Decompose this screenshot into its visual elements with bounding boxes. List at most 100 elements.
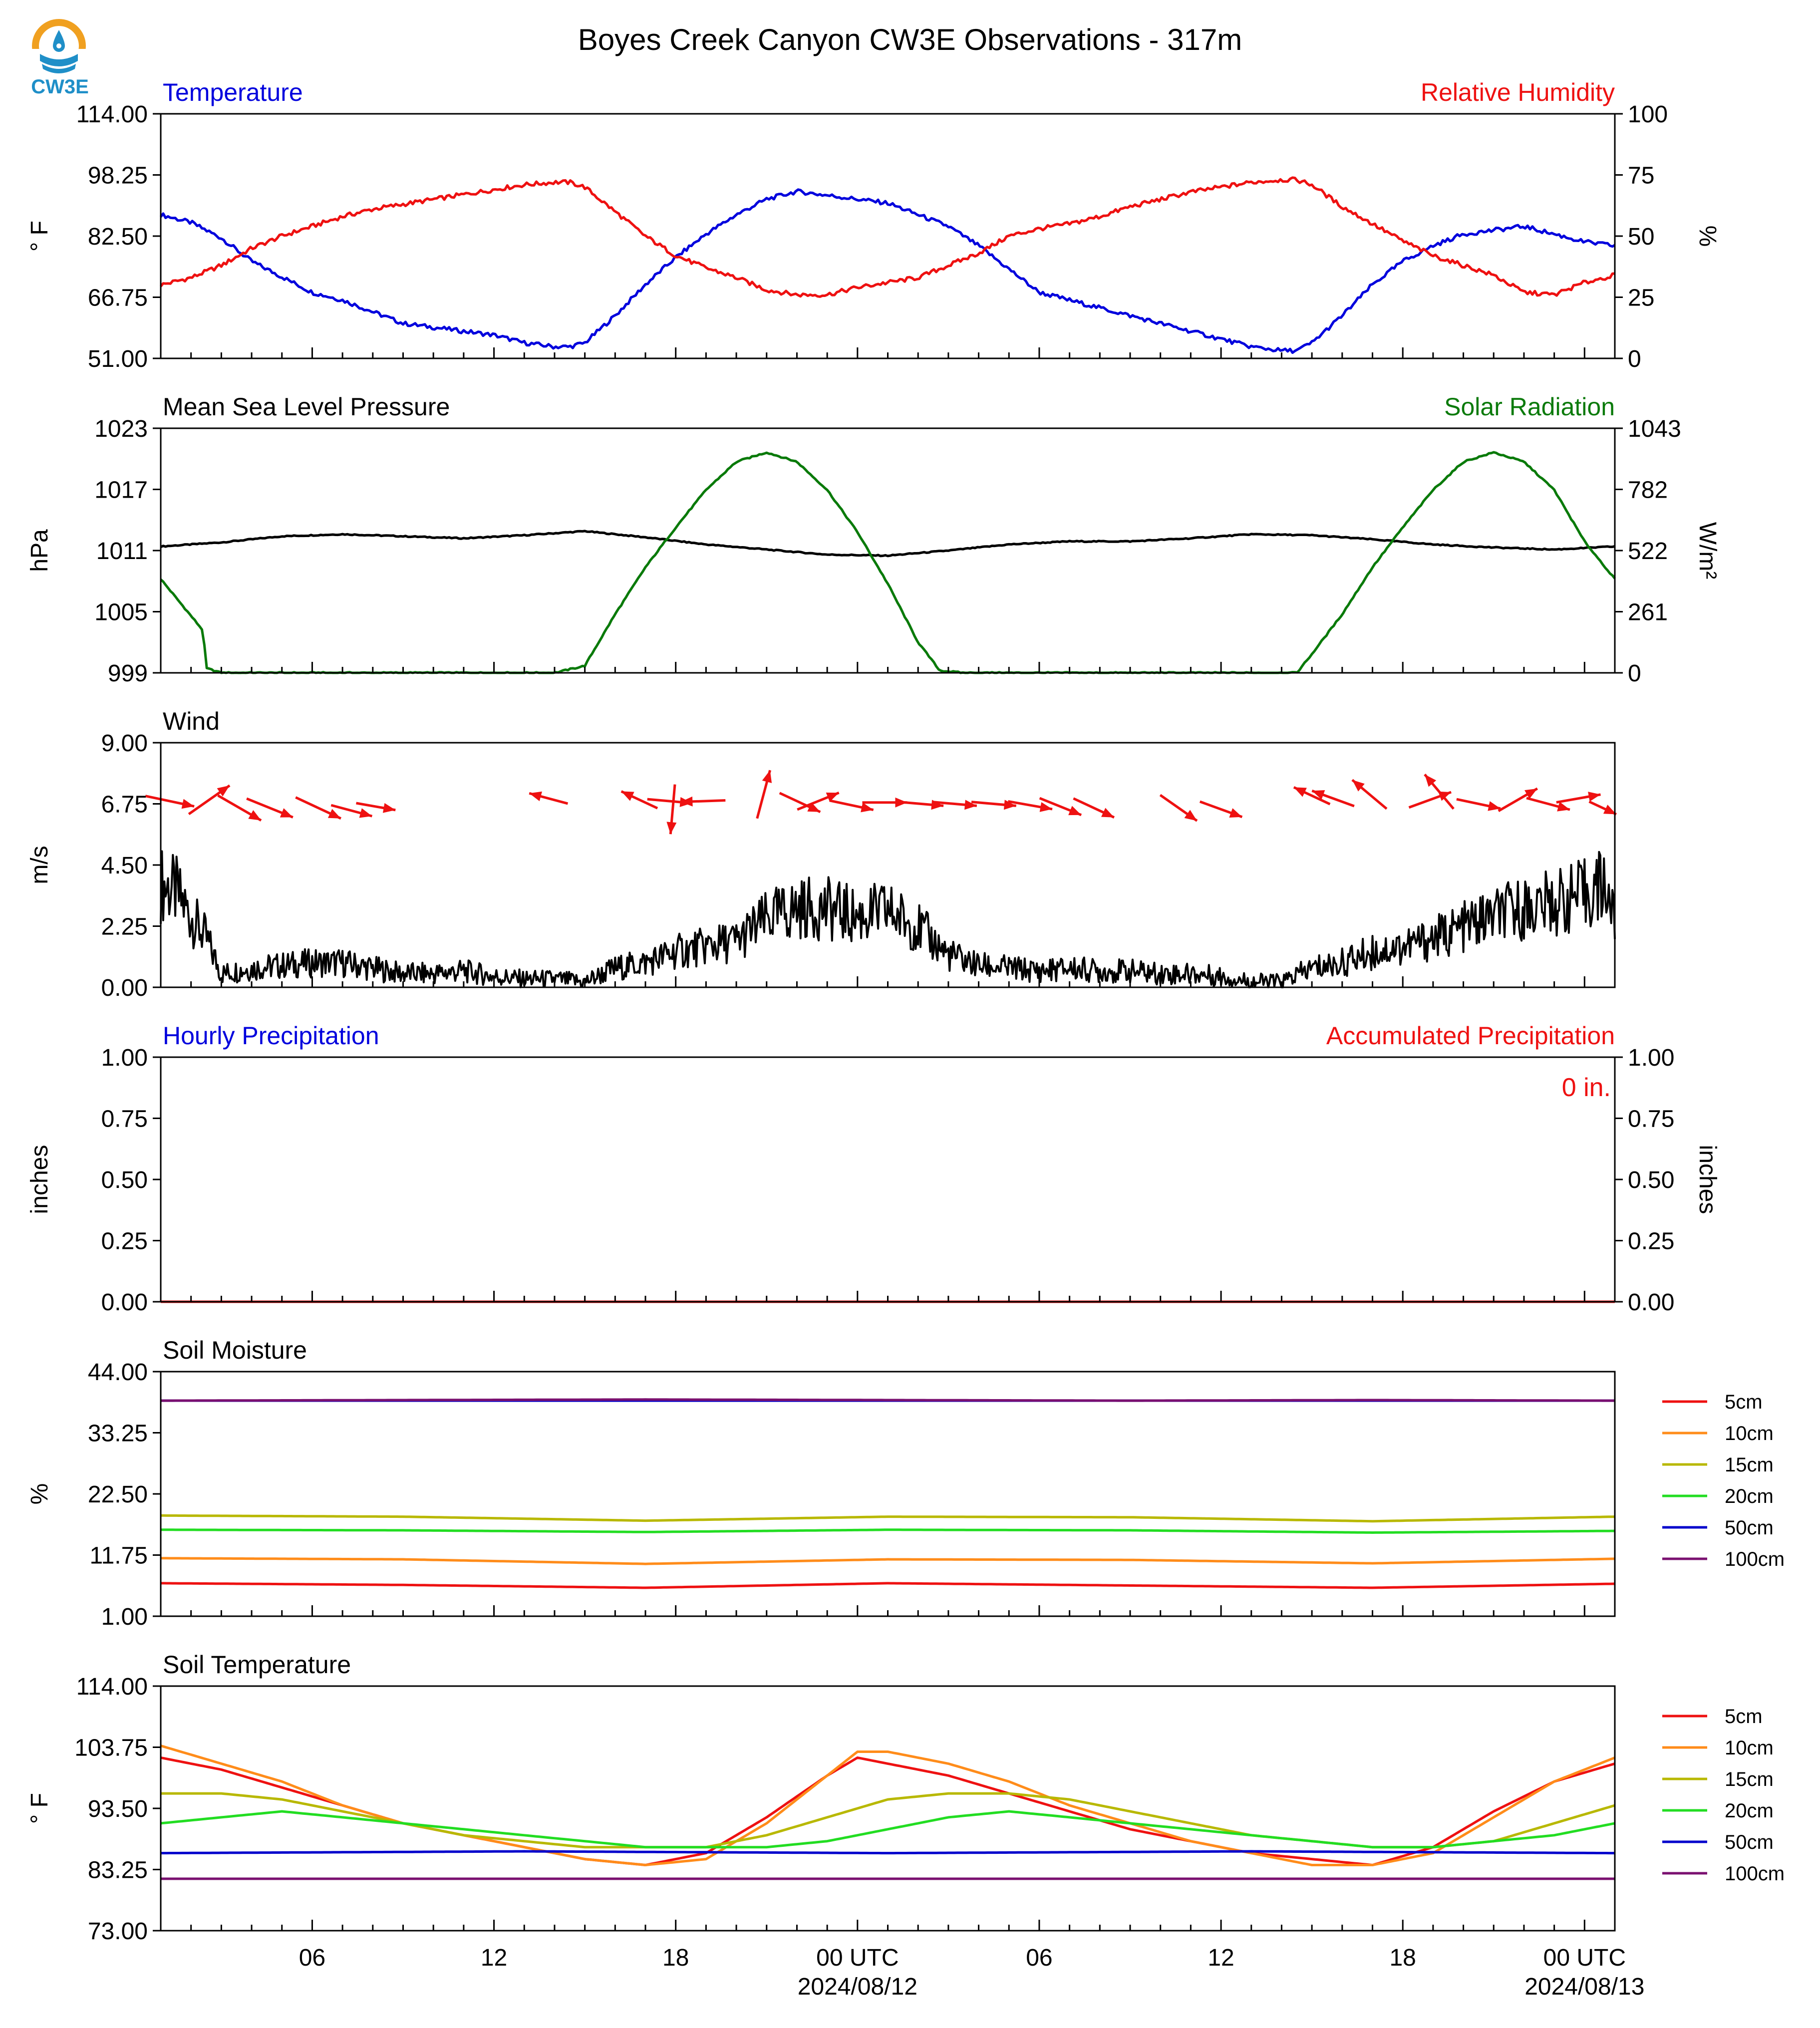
y-tick-label-left: 1017 xyxy=(94,477,148,504)
y-tick-label-left: 9.00 xyxy=(101,730,148,757)
y-tick-label-right: 1.00 xyxy=(1628,1045,1674,1071)
series-line-left xyxy=(160,850,1616,988)
legend: 5cm 10cm 15cm 20cm 50cm 100cm xyxy=(1662,1391,1785,1570)
wind-arrow xyxy=(1556,792,1601,804)
panel-title-left: Soil Moisture xyxy=(163,1336,307,1364)
legend-label: 20cm xyxy=(1725,1485,1774,1507)
wind-arrow xyxy=(188,784,231,816)
wind-arrow-head xyxy=(680,796,693,807)
y-axis-label-left: hPa xyxy=(26,529,53,572)
wind-arrow-head xyxy=(1312,790,1325,800)
wind-arrow xyxy=(217,794,262,822)
y-axis-label-left: ° F xyxy=(26,1793,53,1824)
wind-arrow xyxy=(295,796,341,820)
wind-arrow xyxy=(529,791,569,805)
plot-frame xyxy=(160,1685,1616,1932)
wind-arrow xyxy=(1311,789,1355,808)
plot-frame xyxy=(160,1056,1616,1303)
y-tick-label-left: 73.00 xyxy=(88,1918,148,1945)
series-line-5cm xyxy=(160,1756,1615,1866)
x-tick-label: 06 xyxy=(299,1945,325,1971)
wind-arrow-head xyxy=(529,791,542,802)
y-axis-label-left: % xyxy=(26,1483,53,1505)
panel-title-right: Accumulated Precipitation xyxy=(1326,1022,1615,1050)
y-tick-label-left: 999 xyxy=(108,660,148,687)
cw3e-logo-icon xyxy=(30,19,89,75)
y-tick-label-left: 103.75 xyxy=(74,1735,148,1761)
series-line-100cm xyxy=(161,1398,1615,1402)
wind-arrow-head xyxy=(359,808,372,818)
wind-arrow-head xyxy=(1557,802,1570,812)
wind-arrow-head xyxy=(1524,788,1537,799)
y-tick-label-left: 4.50 xyxy=(101,853,148,879)
wind-arrow-head xyxy=(248,810,262,821)
x-tick-label: 12 xyxy=(1208,1945,1234,1971)
wind-arrow xyxy=(1408,791,1452,809)
panel-title-right: Solar Radiation xyxy=(1444,393,1615,421)
y-axis-label-left: ° F xyxy=(26,221,53,252)
panel-wind: 0.00 2.25 4.50 6.75 9.00 m/s Wind xyxy=(26,707,1617,1001)
y-tick-label-right: 522 xyxy=(1628,538,1668,565)
wind-arrow-head xyxy=(1588,792,1601,802)
panel-temp-rh: 51.00 66.75 82.50 98.25 114.00 0 25 50 75 100 ° F%… xyxy=(26,78,1721,372)
x-tick-label: 00 UTC xyxy=(816,1945,899,1971)
legend-label: 20cm xyxy=(1725,1800,1774,1822)
wind-arrow xyxy=(1293,786,1331,806)
x-tick-label: 06 xyxy=(1026,1945,1052,1971)
panel-soil-temp: 73.00 83.25 93.50 103.75 114.00 ° F Soil Tempe… xyxy=(26,1651,1785,1945)
legend-label: 10cm xyxy=(1725,1423,1774,1445)
wind-arrow-head xyxy=(1039,802,1053,812)
y-tick-label-right: 0 xyxy=(1628,346,1641,372)
y-tick-label-left: 0.25 xyxy=(101,1228,148,1255)
wind-arrow-head xyxy=(1425,774,1437,787)
panel-title-left: Temperature xyxy=(163,78,303,106)
wind-arrow-head xyxy=(826,792,839,802)
wind-arrow-head xyxy=(1438,791,1452,801)
y-tick-label-left: 0.50 xyxy=(101,1167,148,1193)
wind-arrow-head xyxy=(1488,801,1501,811)
wind-arrow-head xyxy=(217,785,230,797)
wind-arrow-head xyxy=(964,800,977,810)
legend-label: 10cm xyxy=(1725,1737,1774,1759)
y-axis-label-left: m/s xyxy=(26,846,53,884)
y-tick-label-left: 0.00 xyxy=(101,1289,148,1316)
cw3e-logo: CW3E xyxy=(25,15,100,100)
wind-arrow-head xyxy=(1229,808,1242,818)
y-tick-label-left: 1023 xyxy=(94,416,148,442)
series-line-20cm xyxy=(160,1810,1615,1849)
wind-arrow xyxy=(330,804,373,818)
panel-title-right: Relative Humidity xyxy=(1421,78,1615,106)
y-tick-label-left: 82.50 xyxy=(88,224,148,250)
wind-arrow-head xyxy=(1352,780,1365,792)
wind-arrow-head xyxy=(327,809,341,819)
legend: 5cm 10cm 15cm 20cm 50cm 100cm xyxy=(1662,1706,1785,1885)
wind-arrow-head xyxy=(280,808,293,818)
series-line-10cm xyxy=(161,1557,1615,1565)
y-tick-label-right: 0.50 xyxy=(1628,1167,1674,1193)
wind-arrow xyxy=(1498,787,1538,812)
legend-label: 15cm xyxy=(1725,1768,1774,1790)
y-tick-label-left: 51.00 xyxy=(88,346,148,372)
legend-label: 50cm xyxy=(1725,1831,1774,1853)
series-line-50cm xyxy=(161,1850,1615,1855)
panel-title-left: Wind xyxy=(163,707,220,735)
y-tick-label-right: 1043 xyxy=(1628,416,1681,442)
series-line-right xyxy=(160,176,1615,298)
wind-arrow-head xyxy=(861,802,874,813)
series-line-left xyxy=(160,530,1615,558)
wind-arrow-head xyxy=(1101,808,1114,818)
y-tick-label-left: 6.75 xyxy=(101,792,148,818)
wind-arrow xyxy=(1159,794,1198,822)
legend-label: 5cm xyxy=(1725,1391,1763,1413)
x-tick-label: 12 xyxy=(481,1945,507,1971)
wind-arrow xyxy=(1199,800,1243,819)
y-tick-label-right: 782 xyxy=(1628,477,1668,504)
y-tick-label-left: 66.75 xyxy=(88,285,148,311)
y-tick-label-left: 2.25 xyxy=(101,914,148,940)
wind-arrow-head xyxy=(382,803,396,813)
wind-arrow-head xyxy=(1003,800,1016,810)
y-tick-label-left: 83.25 xyxy=(88,1857,148,1884)
series-line-15cm xyxy=(161,1514,1615,1523)
